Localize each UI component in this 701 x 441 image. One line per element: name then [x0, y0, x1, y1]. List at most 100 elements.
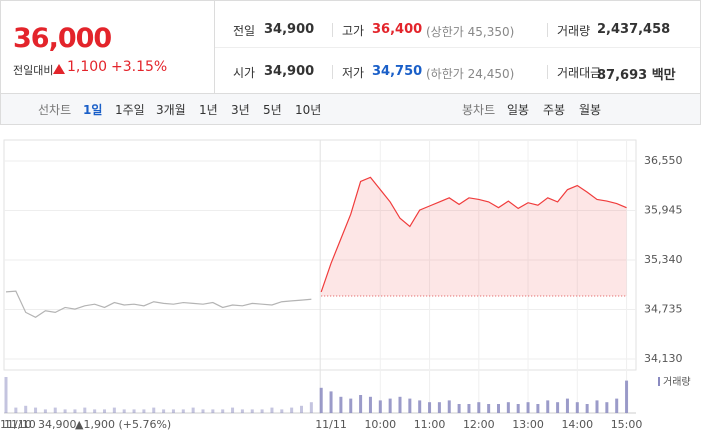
volume-bar	[506, 402, 510, 413]
volume-bar	[250, 409, 254, 413]
volume-bar	[309, 402, 313, 413]
stat-label: 거래량	[557, 24, 591, 38]
stat-note: (하한가 24,450)	[426, 67, 515, 81]
divider	[332, 23, 333, 37]
volume-bar	[546, 400, 550, 413]
stat-value: 34,900	[264, 64, 315, 79]
tab-group-label: 선차트	[38, 103, 72, 117]
volume-bar	[191, 407, 195, 413]
candle-tab[interactable]: 주봉	[543, 103, 566, 117]
volume-bar	[585, 404, 589, 413]
period-tab[interactable]: 10년	[295, 103, 322, 117]
period-tab[interactable]: 1주일	[115, 103, 145, 117]
price-line	[5, 290, 312, 318]
period-tab[interactable]: 3년	[231, 103, 250, 117]
stat-value: 34,750	[372, 64, 423, 79]
volume-bar	[280, 409, 284, 413]
volume-bar	[83, 407, 87, 413]
volume-bar	[231, 407, 235, 413]
volume-bar	[457, 404, 461, 413]
volume-bar	[211, 409, 215, 413]
volume-bar	[378, 400, 382, 413]
candle-tab[interactable]: 월봉	[579, 103, 602, 117]
legend-swatch	[658, 377, 660, 386]
y-tick-label: 36,550	[644, 154, 683, 167]
volume-bar	[93, 409, 97, 413]
legend-label: 거래량	[663, 376, 691, 388]
volume-bar	[487, 404, 491, 413]
volume-bar	[349, 398, 353, 413]
volume-bar	[201, 409, 205, 413]
volume-bar	[24, 405, 28, 413]
y-tick-label: 35,945	[644, 204, 683, 217]
volume-bar	[171, 409, 175, 413]
stat-value: 36,400	[372, 22, 423, 37]
up-arrow	[53, 64, 65, 74]
footer-date: 11/10	[4, 418, 36, 431]
x-tick-label: 11/11	[315, 418, 347, 431]
volume-bar	[497, 404, 500, 413]
volume-bar	[575, 402, 579, 413]
stat-label: 거래대금	[557, 66, 602, 80]
period-tab[interactable]: 5년	[263, 103, 282, 117]
volume-bar	[447, 400, 451, 413]
volume-bar	[398, 396, 402, 413]
volume-bar	[122, 409, 126, 413]
volume-bar	[339, 396, 343, 413]
volume-bar	[260, 409, 264, 413]
volume-bar	[467, 404, 471, 413]
volume-bar	[625, 380, 629, 413]
volume-bar	[53, 407, 57, 413]
volume-bar	[132, 409, 136, 413]
volume-bar	[152, 407, 156, 413]
volume-bar	[112, 407, 116, 413]
divider	[332, 65, 333, 79]
period-tab[interactable]: 1일	[83, 103, 103, 117]
volume-bar	[290, 407, 294, 413]
divider	[547, 23, 548, 37]
volume-bar	[536, 404, 540, 413]
stat-value: 2,437,458	[597, 22, 671, 37]
x-tick-label: 10:00	[364, 418, 396, 431]
price-line	[320, 176, 627, 293]
footer-change: ▲1,900 (+5.76%)	[75, 418, 171, 431]
volume-bar	[103, 409, 106, 413]
y-tick-label: 35,340	[644, 253, 683, 266]
candle-tab[interactable]: 일봉	[507, 103, 530, 117]
change-pct: +3.15%	[111, 59, 168, 75]
volume-bar	[181, 409, 185, 413]
volume-bar	[221, 409, 225, 413]
volume-bar	[437, 402, 441, 413]
x-tick-label: 13:00	[512, 418, 544, 431]
volume-bar	[270, 407, 274, 413]
volume-bar	[526, 402, 530, 413]
area-fill	[321, 177, 627, 296]
quote-header: 36,000 전일대비 1,100 +3.15% 전일 34,900 고가 36,40…	[0, 0, 701, 94]
volume-bar	[162, 409, 166, 413]
period-tab[interactable]: 1년	[199, 103, 218, 117]
tab-group-label: 봉차트	[462, 103, 496, 117]
footer-price: 34,900	[38, 418, 77, 431]
volume-bar	[359, 395, 363, 413]
change: 1,100	[67, 59, 108, 75]
volume-bar	[319, 387, 323, 413]
chart: 34,130 34,735 35,340 35,945 36,550 11/10 11/11…	[0, 139, 691, 431]
stat-label: 저가	[342, 66, 365, 80]
y-tick-label: 34,735	[644, 303, 683, 316]
volume-bar	[300, 405, 303, 413]
volume-bar	[34, 407, 38, 413]
volume-bar	[63, 409, 67, 413]
price: 36,000	[13, 23, 112, 54]
volume-bar	[73, 409, 77, 413]
x-tick-label: 14:00	[561, 418, 593, 431]
stat-note: (상한가 45,350)	[426, 25, 515, 39]
stat-value: 34,900	[264, 22, 315, 37]
volume-bar	[329, 391, 333, 413]
x-tick-label: 11:00	[414, 418, 446, 431]
divider	[215, 47, 700, 48]
volume-bar	[428, 402, 432, 413]
divider	[547, 65, 548, 79]
stat-label: 전일	[233, 24, 256, 38]
period-tab[interactable]: 3개월	[156, 103, 186, 117]
